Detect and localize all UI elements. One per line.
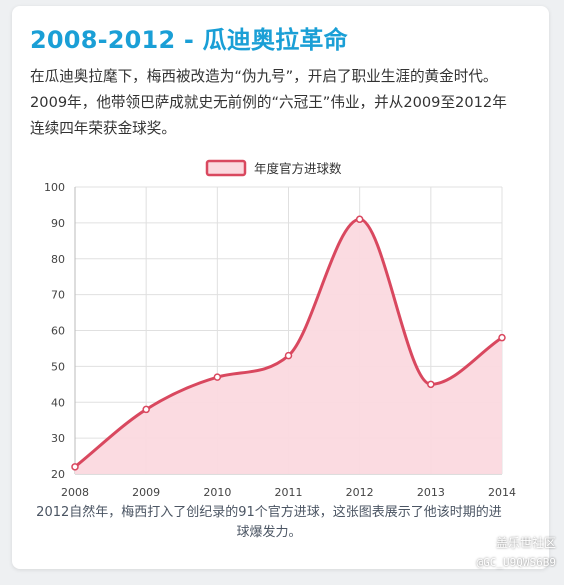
y-tick-label: 30 [51,432,65,445]
data-point[interactable] [71,463,79,471]
data-point[interactable] [355,215,364,224]
data-point[interactable] [213,373,222,381]
y-tick-label: 60 [51,325,65,338]
y-tick-label: 40 [51,396,65,409]
data-point[interactable] [427,380,435,389]
data-point[interactable] [142,405,150,414]
data-point[interactable] [498,333,506,342]
y-tick-label: 90 [51,217,65,230]
x-tick-label: 2009 [132,486,160,499]
x-tick-label: 2012 [346,486,374,499]
x-tick-label: 2014 [488,486,516,499]
legend[interactable]: 年度官方进球数 [205,159,342,177]
x-tick-label: 2013 [417,486,445,499]
content-card [12,6,549,569]
data-points [71,215,506,471]
series-area [75,219,502,474]
y-tick-label: 70 [51,289,65,302]
watermark-community: 盖乐世社区 [495,536,556,550]
watermark-user-id: @GC_U9QWS6B9 [476,556,556,569]
y-tick-label: 50 [51,360,65,373]
y-tick-labels: 20 30 40 50 60 70 80 90 100 [44,181,65,481]
legend-label[interactable]: 年度官方进球数 [254,161,342,176]
description-text: 在瓜迪奥拉麾下，梅西被改造为“伪九号”，开启了职业生涯的黄金时代。2009年，他… [30,68,507,137]
x-tick-label: 2011 [275,486,303,499]
y-tick-label: 100 [44,181,65,194]
x-tick-label: 2010 [203,486,231,499]
x-tick-label: 2008 [61,486,89,499]
page-title: 2008-2012 - 瓜迪奥拉革命 [30,26,348,54]
x-tick-labels: 2008 2009 2010 2011 2012 2013 2014 [61,486,516,499]
data-point[interactable] [284,351,293,360]
legend-swatch[interactable] [205,159,247,177]
y-tick-label: 20 [51,468,65,481]
y-tick-label: 80 [51,253,65,266]
chart-caption: 2012自然年，梅西打入了创纪录的91个官方进球，这张图表展示了他该时期的进球爆… [36,505,502,540]
